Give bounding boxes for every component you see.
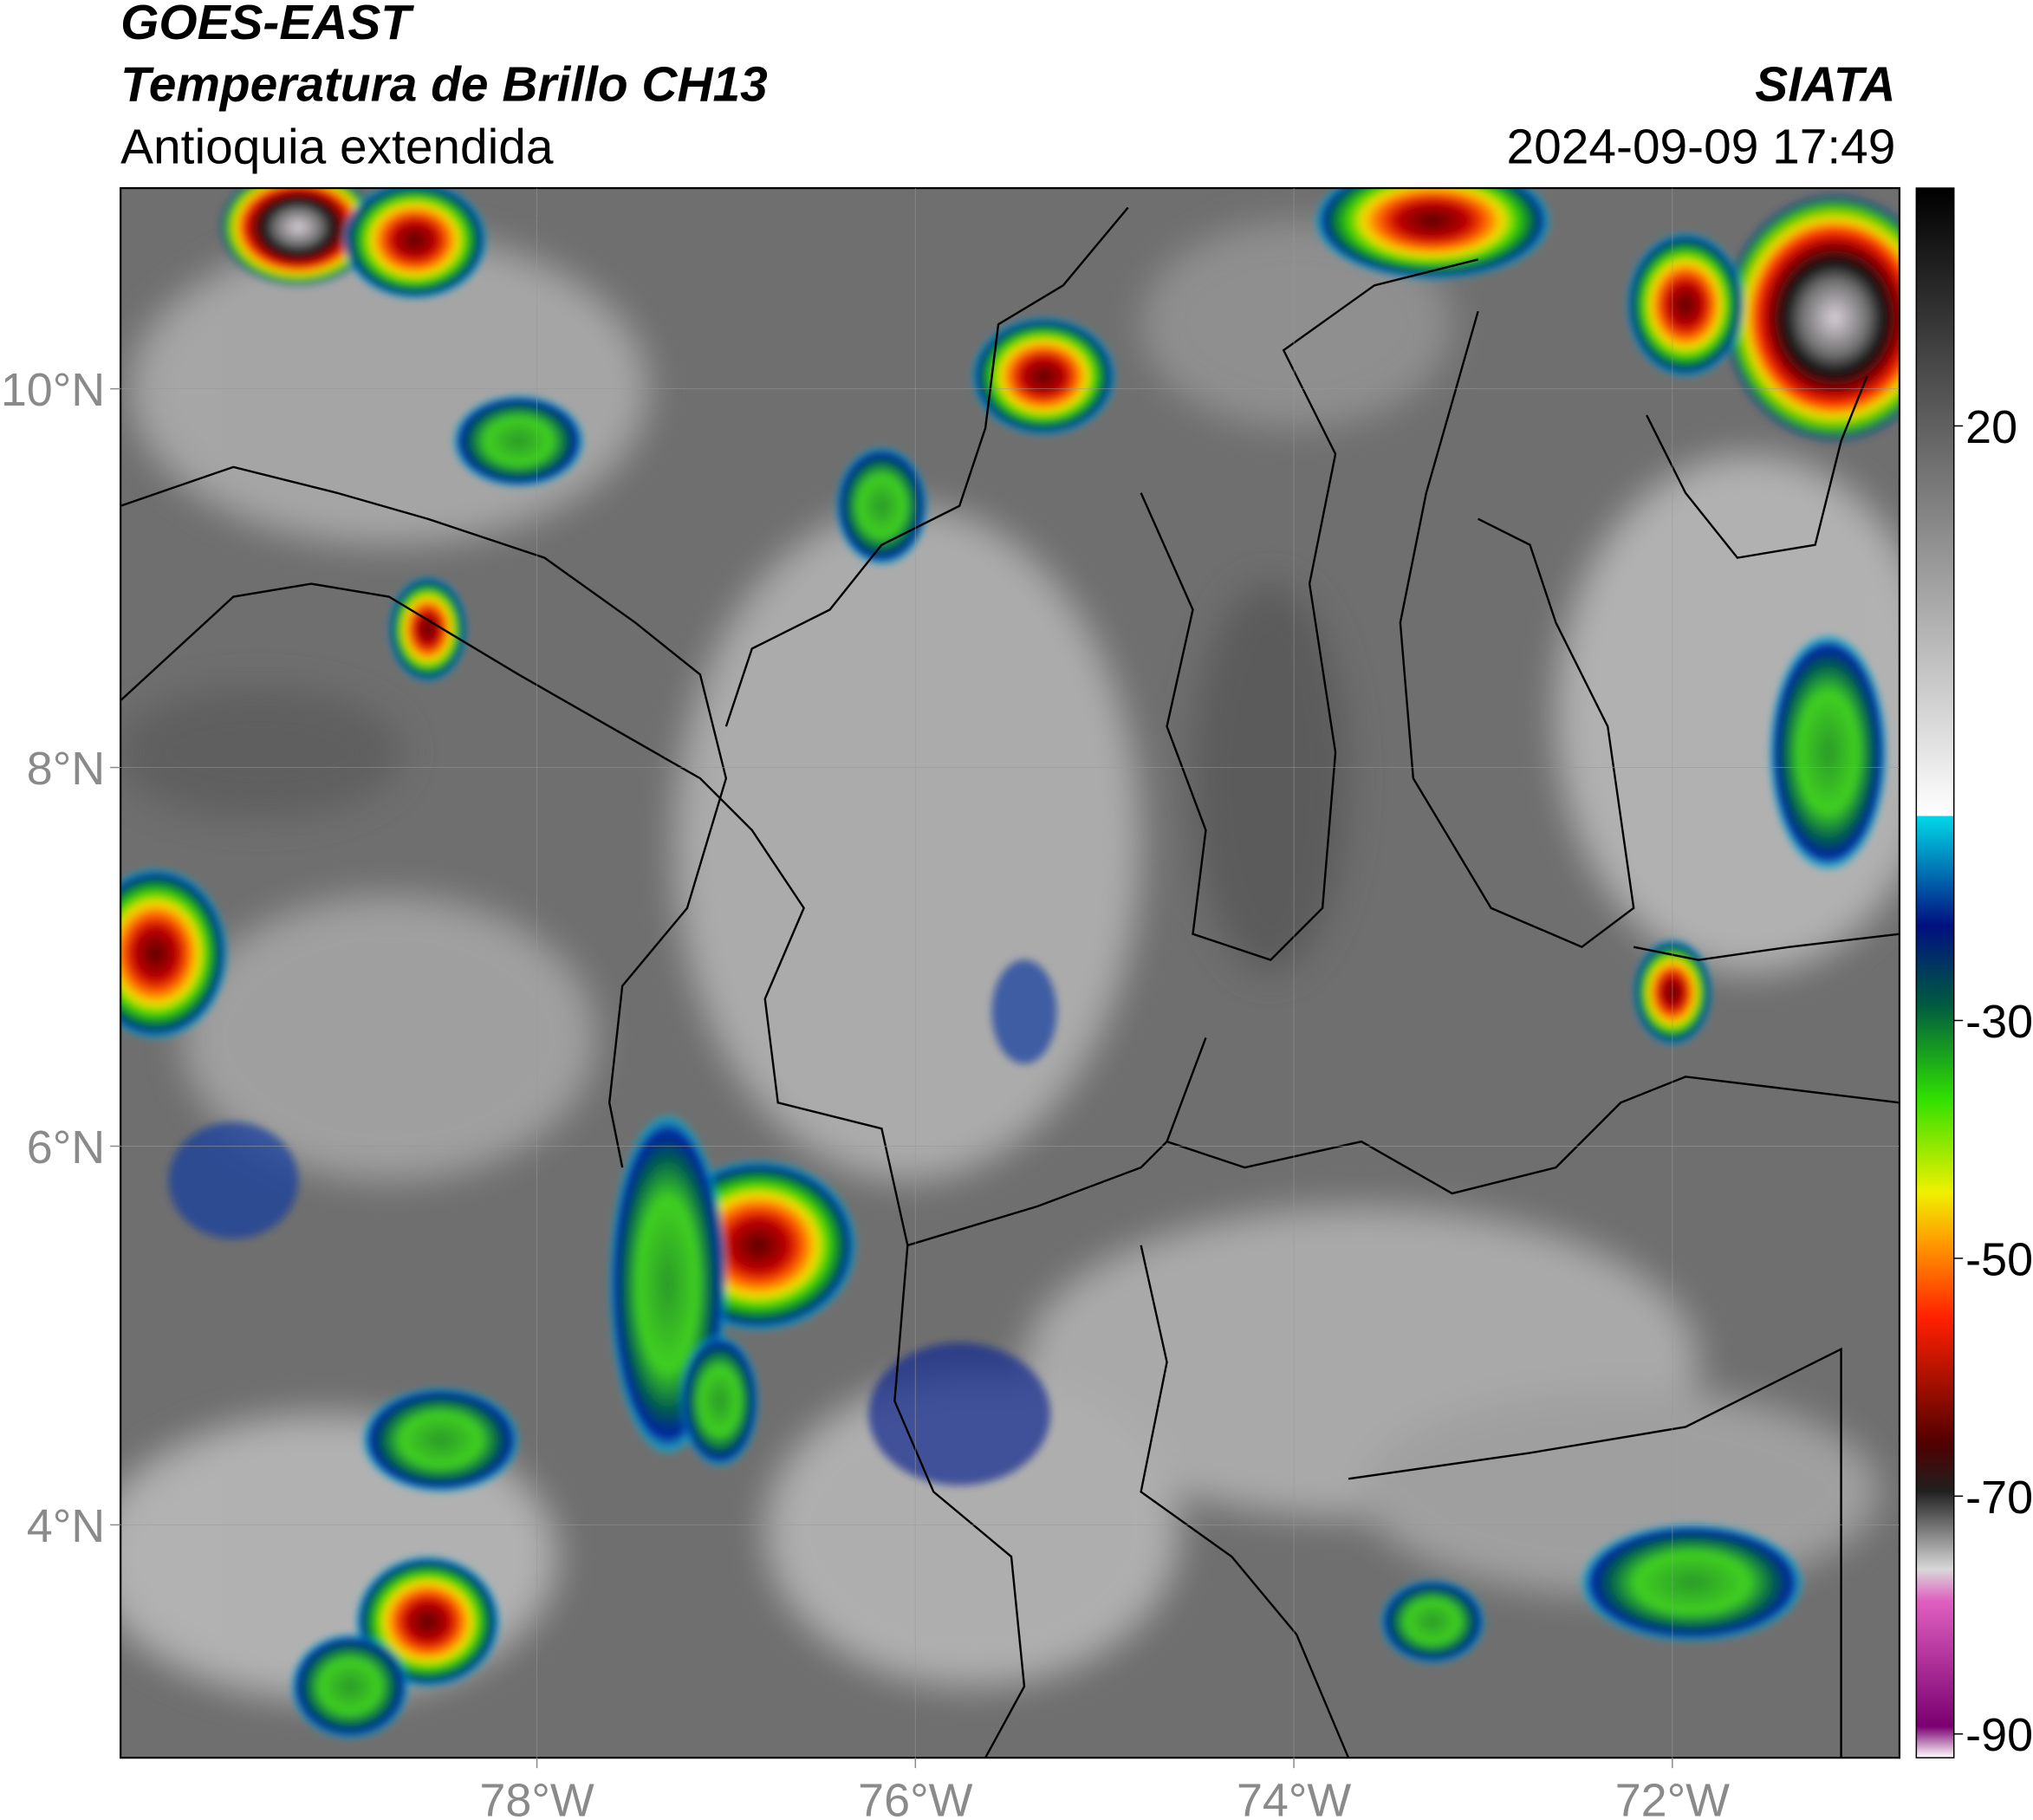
title: GOES-EAST <box>120 0 414 50</box>
satellite-image <box>120 188 1900 1758</box>
grid <box>120 188 1900 1758</box>
agency: SIATA <box>1755 58 1895 113</box>
x-tick-label: 72°W <box>1615 1774 1730 1820</box>
borders <box>120 206 1900 1758</box>
map-frame <box>120 186 1901 1759</box>
timestamp: 2024-09-09 17:49 <box>1507 120 1896 175</box>
colorbar-tick-label: -70 <box>1965 1472 2033 1524</box>
x-tick-label: 76°W <box>858 1774 972 1820</box>
region: Antioquia extendida <box>120 120 554 175</box>
y-tick-label: 4°N <box>27 1500 105 1552</box>
colorbar-tick-label: 20 <box>1965 401 2017 453</box>
y-tick-label: 6°N <box>27 1121 105 1173</box>
colorbar <box>1915 187 1955 1758</box>
y-tick-label: 10°N <box>1 364 105 416</box>
colorbar-tick-label: -50 <box>1965 1233 2033 1285</box>
x-tick-label: 78°W <box>479 1774 594 1820</box>
x-tick-label: 74°W <box>1237 1774 1351 1820</box>
colorbar-tick-label: -30 <box>1965 996 2033 1048</box>
y-tick-label: 8°N <box>27 743 105 795</box>
subtitle: Temperatura de Brillo CH13 <box>120 58 768 113</box>
colorbar-tick-label: -90 <box>1965 1709 2033 1761</box>
